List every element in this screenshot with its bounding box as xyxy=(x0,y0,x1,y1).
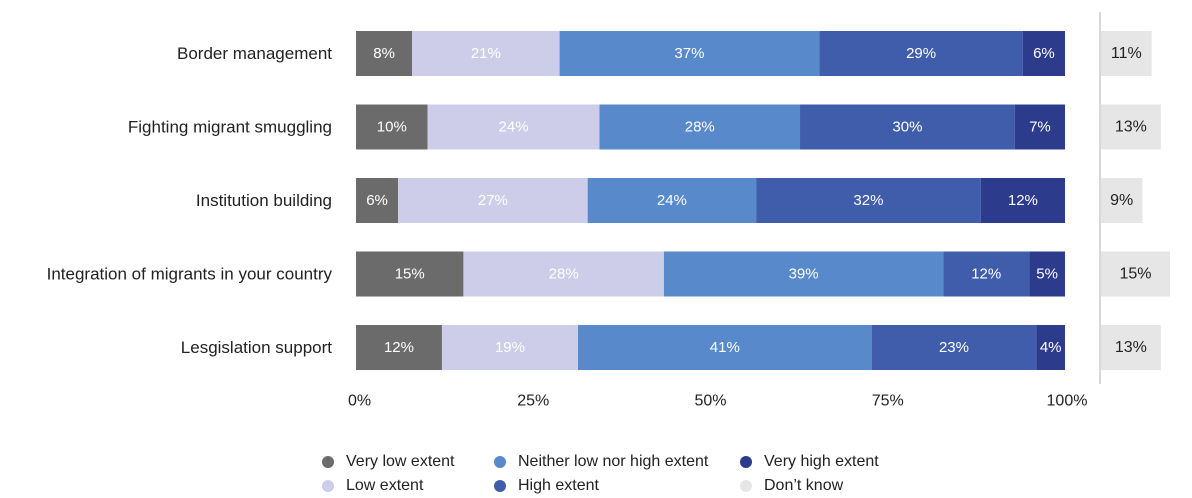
bar-segment xyxy=(1036,325,1065,370)
bar-segment xyxy=(1014,104,1065,150)
bars-group: Border management 8% 21% 37% 29% 6% Fighting m… xyxy=(47,31,1065,370)
x-tick-label: 100% xyxy=(1047,393,1088,410)
data-label: 4% xyxy=(1040,339,1062,356)
bar-segment xyxy=(587,178,757,223)
bar-segment xyxy=(578,325,872,370)
data-label: 19% xyxy=(495,339,525,356)
data-label: 21% xyxy=(471,45,501,62)
bar-segment xyxy=(871,325,1037,370)
data-label: 23% xyxy=(939,339,969,356)
legend-item-very-high: Very high extent xyxy=(740,452,879,472)
dont-know-label: 13% xyxy=(1115,339,1147,356)
data-label: 8% xyxy=(373,45,395,62)
data-label: 29% xyxy=(906,45,936,62)
bar-segment xyxy=(599,104,801,150)
bar-segment xyxy=(356,178,399,223)
data-label: 32% xyxy=(853,192,883,209)
data-label: 30% xyxy=(892,119,922,136)
category-label: Border management xyxy=(177,44,332,63)
bar-segment xyxy=(356,251,464,297)
bar-segment xyxy=(800,104,1015,150)
data-label: 12% xyxy=(384,339,414,356)
category-label: Integration of migrants in your country xyxy=(47,265,333,284)
bar-segment xyxy=(412,31,560,76)
data-label: 28% xyxy=(685,119,715,136)
category-label: Lesgislation support xyxy=(181,338,332,357)
x-tick-label: 75% xyxy=(872,393,904,410)
bar-segment xyxy=(463,251,664,297)
dont-know-bar xyxy=(1101,325,1161,370)
dont-know-label: 15% xyxy=(1119,266,1151,283)
legend-swatch xyxy=(740,456,752,468)
dont-know-bar xyxy=(1101,31,1152,76)
bar-segment xyxy=(356,325,442,370)
bar-segment xyxy=(756,178,981,223)
bar-segment xyxy=(663,251,944,297)
legend-item-neither: Neither low nor high extent xyxy=(494,452,708,472)
bar-segment xyxy=(427,104,600,150)
dont-know-group: 11% 13% 9% 15% 13% xyxy=(1101,31,1170,370)
bar-segment xyxy=(356,104,428,150)
data-label: 24% xyxy=(499,119,529,136)
category-label: Institution building xyxy=(196,191,332,210)
dont-know-bar xyxy=(1101,178,1143,223)
legend-swatch xyxy=(322,480,334,492)
bar-segment xyxy=(943,251,1030,297)
legend-label: Don’t know xyxy=(764,477,844,494)
legend-item-high: High extent xyxy=(494,476,599,496)
bar-segment xyxy=(559,31,820,76)
legend-label: Very high extent xyxy=(764,453,879,470)
data-label: 27% xyxy=(478,192,508,209)
dont-know-label: 13% xyxy=(1115,119,1147,136)
legend-item-low: Low extent xyxy=(322,476,423,496)
dont-know-label: 9% xyxy=(1110,192,1133,209)
bar-segment xyxy=(819,31,1023,76)
dont-know-label: 11% xyxy=(1111,45,1142,62)
bar-segment xyxy=(398,178,588,223)
x-tick-label: 0% xyxy=(348,393,371,410)
bar-segment xyxy=(1029,251,1065,297)
data-label: 15% xyxy=(395,266,425,283)
legend: Very low extent Low extent Neither low n… xyxy=(322,452,942,496)
data-label: 10% xyxy=(377,119,407,136)
legend-swatch xyxy=(494,480,506,492)
legend-label: Very low extent xyxy=(346,453,455,470)
data-label: 6% xyxy=(366,192,388,209)
dont-know-bar xyxy=(1101,104,1161,150)
data-label: 28% xyxy=(549,266,579,283)
bar-segment xyxy=(356,31,413,76)
legend-swatch xyxy=(322,456,334,468)
legend-swatch xyxy=(494,456,506,468)
data-label: 12% xyxy=(971,266,1001,283)
data-label: 39% xyxy=(789,266,819,283)
data-label: 41% xyxy=(710,339,740,356)
bar-segment xyxy=(980,178,1065,223)
legend-label: High extent xyxy=(518,477,599,494)
category-label: Fighting migrant smuggling xyxy=(128,118,332,137)
data-label: 5% xyxy=(1036,266,1058,283)
legend-label: Low extent xyxy=(346,477,424,494)
data-label: 12% xyxy=(1008,192,1038,209)
legend-label: Neither low nor high extent xyxy=(518,453,709,470)
legend-item-very-low: Very low extent xyxy=(322,452,455,472)
legend-item-dont-know: Don’t know xyxy=(740,476,843,496)
legend-swatch xyxy=(740,480,752,492)
data-label: 7% xyxy=(1029,119,1051,136)
bar-segment xyxy=(1022,31,1065,76)
data-label: 24% xyxy=(657,192,687,209)
x-tick-label: 25% xyxy=(517,393,549,410)
bar-segment xyxy=(441,325,579,370)
data-label: 6% xyxy=(1033,45,1055,62)
dont-know-bar xyxy=(1101,251,1170,297)
x-tick-label: 50% xyxy=(694,393,726,410)
data-label: 37% xyxy=(674,45,704,62)
x-axis-ticks: 0% 25% 50% 75% 100% xyxy=(348,393,1087,410)
